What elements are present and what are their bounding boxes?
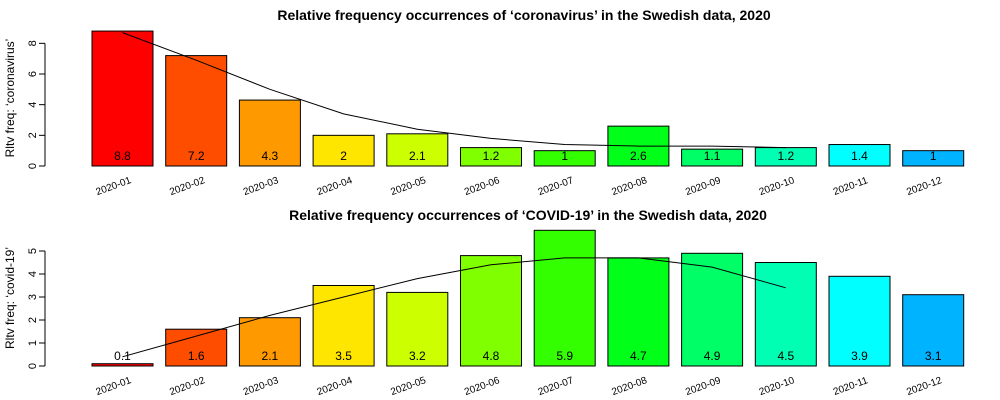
- x-tick-label: 2020-01: [95, 175, 134, 198]
- x-tick-label: 2020-11: [832, 375, 870, 398]
- y-axis-coronavirus: 0 2 4 6 8: [27, 40, 46, 169]
- x-tick-label: 2020-03: [242, 175, 281, 198]
- bar-2020-05: [386, 133, 449, 167]
- bar-value-label: 3.5: [335, 349, 352, 363]
- x-tick-label: 2020-10: [758, 175, 797, 198]
- trend-line: [122, 32, 786, 149]
- bar-2020-11: [828, 275, 891, 367]
- x-tick-label: 2020-07: [537, 375, 576, 398]
- bar-2020-07: [533, 150, 596, 167]
- chart-title-coronavirus: Relative frequency occurrences of ‘coron…: [277, 7, 771, 23]
- bar-2020-06: [460, 255, 522, 367]
- bar-value-label: 5.9: [556, 349, 573, 363]
- bars-coronavirus: 8.8 7.2 4.3 2 2.1 1.2 1 2.6 1.1 1.2 1.4 1: [91, 30, 965, 167]
- x-tick-label: 2020-12: [905, 375, 944, 398]
- bar-value-label: 3.2: [409, 349, 426, 363]
- bar-2020-04: [312, 134, 375, 167]
- trend-coronavirus: [122, 32, 786, 149]
- bar-value-label: 4.9: [704, 349, 721, 363]
- bar-value-label: 8.8: [114, 149, 131, 163]
- bar-2020-09: [681, 148, 744, 167]
- bar-2020-08: [607, 257, 670, 367]
- x-ticks-covid19: 2020-01 2020-02 2020-03 2020-04 2020-05 2020-…: [95, 375, 944, 398]
- y-tick-label: 1: [27, 340, 39, 346]
- bar-value-label: 0.1: [114, 349, 131, 363]
- bar-2020-10: [754, 262, 817, 367]
- bar-value-label: 1.6: [188, 349, 205, 363]
- bar-value-label: 2.6: [630, 149, 647, 163]
- bar-2020-07: [533, 229, 596, 367]
- bar-2020-04: [312, 285, 375, 367]
- bars-covid19: 0.1 1.6 2.1 3.5 3.2 4.8 5.9 4.7 4.9 4.5 3.9 3.1: [91, 229, 965, 367]
- x-tick-label: 2020-05: [389, 175, 428, 198]
- y-tick-label: 0: [27, 163, 39, 169]
- y-axis-covid19: 0 1 2 3 4 5: [27, 248, 46, 369]
- y-tick-label: 6: [27, 71, 39, 77]
- bar-2020-02: [165, 328, 228, 367]
- x-tick-label: 2020-07: [537, 175, 576, 198]
- bar-2020-06: [460, 147, 522, 167]
- y-tick-label: 0: [27, 363, 39, 369]
- y-tick-label: 3: [27, 294, 39, 300]
- bar-value-label: 3.9: [851, 349, 868, 363]
- x-tick-label: 2020-08: [610, 175, 649, 198]
- x-tick-label: 2020-06: [463, 375, 502, 398]
- x-tick-label: 2020-01: [95, 375, 134, 398]
- bar-2020-05: [386, 291, 449, 367]
- y-tick-label: 4: [27, 271, 39, 277]
- x-tick-label: 2020-09: [684, 375, 723, 398]
- bar-value-label: 1.2: [777, 149, 794, 163]
- bar-value-label: 1.4: [851, 149, 868, 163]
- x-tick-label: 2020-10: [758, 375, 797, 398]
- bar-value-label: 4.8: [483, 349, 500, 363]
- y-tick-label: 2: [27, 132, 39, 138]
- bar-2020-02: [165, 55, 228, 167]
- bar-value-label: 1.2: [483, 149, 500, 163]
- x-tick-label: 2020-03: [242, 375, 281, 398]
- bar-value-label: 2: [340, 149, 347, 163]
- bar-value-label: 7.2: [188, 149, 205, 163]
- x-tick-label: 2020-04: [316, 375, 355, 398]
- bar-value-label: 2.1: [409, 149, 426, 163]
- covid19-panel: Relative frequency occurrences of ‘COVID…: [3, 207, 965, 398]
- bar-value-label: 4.7: [630, 349, 647, 363]
- x-tick-label: 2020-02: [168, 375, 207, 398]
- bar-2020-03: [238, 317, 301, 367]
- bar-2020-01: [91, 363, 154, 367]
- x-tick-label: 2020-04: [316, 175, 355, 198]
- x-ticks-coronavirus: 2020-01 2020-02 2020-03 2020-04 2020-05 2020-…: [95, 175, 944, 198]
- x-tick-label: 2020-06: [463, 175, 502, 198]
- bar-value-label: 3.1: [925, 349, 942, 363]
- bar-value-label: 1: [561, 149, 568, 163]
- bar-2020-09: [681, 252, 744, 367]
- y-axis-label-coronavirus: Rltv freq: ‘coronavirus’: [3, 39, 17, 158]
- bar-2020-01: [91, 30, 154, 167]
- y-tick-label: 8: [27, 40, 39, 46]
- x-tick-label: 2020-09: [684, 175, 723, 198]
- bar-value-label: 4.3: [262, 149, 279, 163]
- y-axis-label-covid19: Rltv freq: ‘covid-19’: [3, 247, 17, 349]
- x-tick-label: 2020-12: [905, 175, 944, 198]
- trend-line: [122, 257, 786, 358]
- bar-value-label: 1.1: [704, 149, 721, 163]
- x-tick-label: 2020-02: [168, 175, 207, 198]
- x-tick-label: 2020-08: [610, 375, 649, 398]
- bar-2020-12: [902, 294, 965, 367]
- x-tick-label: 2020-11: [832, 175, 870, 198]
- bar-2020-03: [238, 99, 301, 167]
- coronavirus-panel: Relative frequency occurrences of ‘coron…: [3, 7, 965, 198]
- trend-covid19: [122, 257, 786, 358]
- bar-value-label: 2.1: [262, 349, 279, 363]
- bar-2020-12: [902, 150, 965, 167]
- bar-2020-11: [828, 144, 891, 167]
- y-tick-label: 2: [27, 317, 39, 323]
- chart-title-covid19: Relative frequency occurrences of ‘COVID…: [289, 207, 767, 223]
- x-tick-label: 2020-05: [389, 375, 428, 398]
- bar-value-label: 1: [930, 149, 937, 163]
- y-tick-label: 4: [27, 102, 39, 108]
- bar-value-label: 4.5: [777, 349, 794, 363]
- y-tick-label: 5: [27, 248, 39, 254]
